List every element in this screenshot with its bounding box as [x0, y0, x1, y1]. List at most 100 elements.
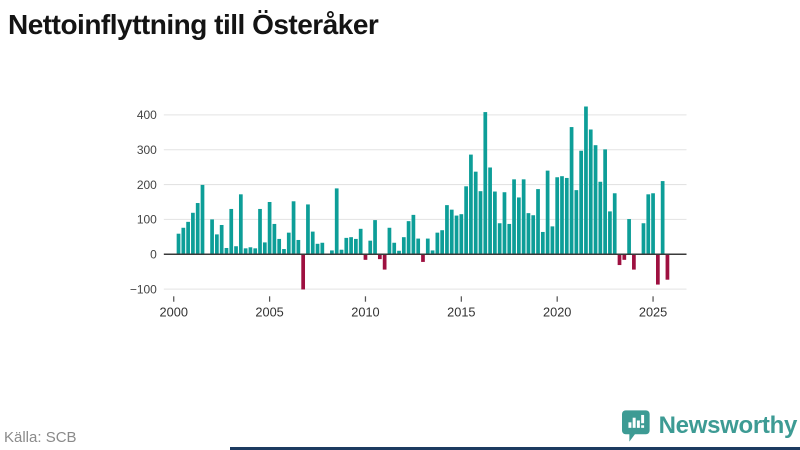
bar — [377, 254, 382, 260]
bar — [598, 181, 603, 255]
bar — [660, 181, 665, 255]
bar — [665, 254, 670, 280]
y-axis-label: 300 — [137, 143, 157, 157]
bar — [588, 129, 593, 255]
bar — [344, 237, 349, 255]
y-axis-label: −100 — [130, 282, 157, 296]
bar — [459, 214, 464, 255]
bar — [516, 197, 521, 255]
bar — [617, 254, 622, 266]
bar — [382, 254, 387, 270]
bar — [339, 249, 344, 255]
bar — [574, 190, 579, 255]
bar — [449, 209, 454, 255]
bar — [421, 254, 425, 262]
bar — [632, 254, 636, 270]
bar — [569, 127, 574, 255]
y-axis-label: 100 — [137, 213, 157, 227]
bar — [286, 232, 291, 255]
bar — [536, 189, 540, 255]
bar — [603, 149, 607, 255]
bar — [181, 227, 186, 255]
bar — [176, 233, 181, 255]
bar — [411, 214, 416, 255]
bar — [555, 177, 560, 255]
bar — [243, 248, 248, 255]
bar — [531, 215, 536, 255]
bar — [493, 191, 497, 255]
bar — [502, 192, 507, 255]
bar — [363, 254, 368, 260]
bar — [526, 213, 531, 255]
bar — [258, 208, 262, 255]
x-axis-label: 2000 — [160, 304, 188, 319]
bar — [358, 228, 363, 255]
bar — [406, 221, 411, 255]
newsworthy-logo: Newsworthy — [622, 405, 797, 447]
x-axis-label: 2010 — [351, 304, 379, 319]
bar — [497, 223, 502, 255]
y-axis-label: 0 — [150, 248, 157, 262]
bar — [224, 247, 229, 255]
x-axis-label: 2005 — [255, 304, 283, 319]
bottom-accent-strip — [230, 447, 800, 450]
bar — [445, 205, 449, 255]
bar — [488, 167, 492, 255]
bar — [425, 238, 430, 255]
page-title: Nettoinflyttning till Österåker — [8, 9, 379, 40]
brand-name: Newsworthy — [658, 412, 798, 439]
bar — [584, 106, 588, 255]
bar — [655, 254, 660, 285]
bar — [612, 193, 617, 255]
bar — [191, 212, 195, 255]
bar — [315, 243, 320, 255]
bar — [349, 237, 353, 255]
bar — [186, 221, 190, 255]
bar — [320, 242, 325, 255]
bar — [641, 223, 646, 255]
x-axis-label: 2020 — [543, 304, 571, 319]
bar — [521, 179, 526, 255]
bar — [397, 250, 401, 255]
bar — [560, 176, 564, 255]
bar — [272, 223, 277, 255]
bar — [454, 215, 459, 255]
bar — [540, 231, 545, 255]
bar — [392, 242, 397, 255]
bar — [301, 254, 306, 290]
bar — [354, 238, 358, 255]
bar — [401, 237, 406, 255]
bar — [416, 238, 421, 255]
bar — [234, 246, 238, 255]
bar — [469, 154, 473, 255]
bar — [282, 249, 286, 255]
bar — [564, 177, 569, 255]
bar — [306, 204, 310, 255]
bar — [238, 194, 243, 255]
newsworthy-badge-icon — [622, 410, 650, 442]
bar — [373, 220, 377, 255]
bar — [550, 226, 555, 255]
bar — [483, 112, 488, 255]
bar — [229, 208, 234, 255]
bar — [473, 171, 478, 255]
bar — [215, 234, 219, 255]
bar — [646, 194, 651, 255]
bar — [440, 230, 445, 255]
bar — [545, 170, 550, 255]
bar — [478, 191, 483, 255]
bar — [267, 201, 272, 255]
bar — [291, 201, 296, 255]
x-axis-label: 2015 — [447, 304, 475, 319]
bar — [507, 223, 512, 255]
bar — [310, 231, 315, 255]
bar — [368, 240, 373, 255]
bar — [277, 238, 282, 255]
bar — [435, 232, 440, 255]
bar — [622, 254, 627, 260]
bar — [330, 250, 334, 255]
bar — [334, 188, 339, 255]
y-axis-label: 400 — [137, 108, 157, 122]
bar — [627, 219, 631, 255]
